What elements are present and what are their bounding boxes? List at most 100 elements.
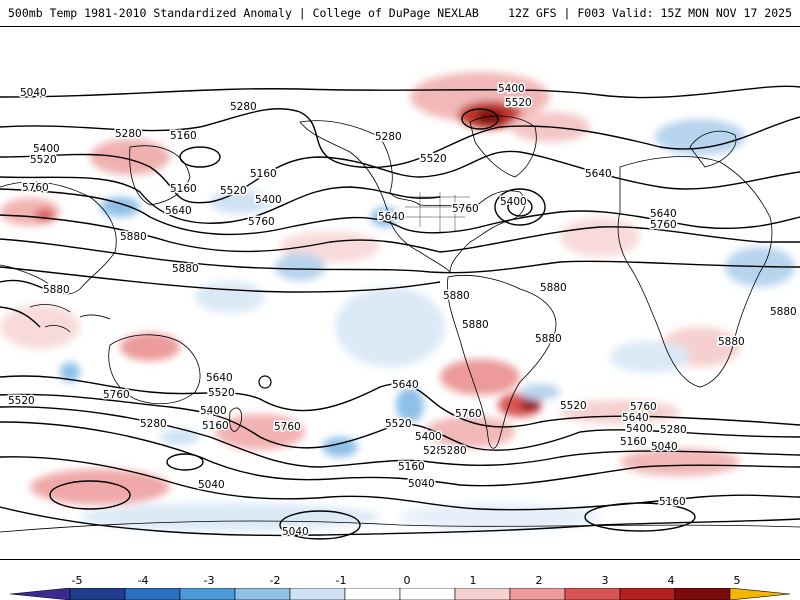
colorbar-segment [289, 588, 346, 600]
contour-label: 5520 [420, 153, 447, 165]
contour-label: 5160 [398, 461, 425, 473]
contour-label: 5520 [560, 400, 587, 412]
contour-label: 5760 [103, 389, 130, 401]
colorbar-tick-label: -2 [269, 574, 281, 587]
anomaly-map: 5040 5280 5160 5280 5400 5520 5160 5520 … [0, 26, 800, 560]
contour-label: 5640 [165, 205, 192, 217]
contour-label: 5640 [392, 379, 419, 391]
contour-label: 5760 [452, 203, 479, 215]
coast-south-america [447, 274, 557, 449]
contour-label: 5640 [650, 208, 677, 220]
contour-label: 5880 [443, 290, 470, 302]
contour-label: 5880 [462, 319, 489, 331]
contour-label: 5040 [198, 479, 225, 491]
colorbar [10, 588, 790, 600]
contour-label: 5880 [172, 263, 199, 275]
contour-label: 5400 [498, 83, 525, 95]
colorbar-segment [509, 588, 566, 600]
colorbar-segment [179, 588, 236, 600]
contour-label: 5520 [8, 395, 35, 407]
colorbar-tick-label: -5 [71, 574, 83, 587]
contour-label: 5280 [230, 101, 257, 113]
colorbar-segment [69, 588, 126, 600]
colorbar-tick-label: 0 [403, 574, 411, 587]
colorbar-segment [564, 588, 621, 600]
contour-label: 5520 [505, 97, 532, 109]
contour-label: 5160 [170, 183, 197, 195]
contour-label: 5640 [378, 211, 405, 223]
colorbar-segment [619, 588, 676, 600]
contour-label: 5040 [20, 87, 47, 99]
colorbar-segment [344, 588, 401, 600]
coast-europe-africa [617, 156, 773, 388]
contour-label: 5160 [250, 168, 277, 180]
colorbar-tick-label: -1 [335, 574, 347, 587]
contour-label: 5520 [385, 418, 412, 430]
contour-label: 5880 [770, 306, 797, 318]
contour-labels: 5040 5280 5160 5280 5400 5520 5160 5520 … [7, 82, 799, 540]
colorbar-tick-label: -3 [203, 574, 215, 587]
contour-label: 5760 [274, 421, 301, 433]
anomaly-shading [0, 72, 795, 531]
model-run-info: 12Z GFS | F003 Valid: 15Z MON NOV 17 202… [508, 6, 792, 20]
colorbar-low-extension [10, 588, 71, 600]
contour-label: 5520 [30, 154, 57, 166]
coastlines [0, 115, 800, 533]
contour-label: 5280 [375, 131, 402, 143]
contour-label: 5160 [620, 436, 647, 448]
contour-label: 5400 [33, 143, 60, 155]
height-contours [0, 85, 800, 540]
contour-label: 5880 [540, 282, 567, 294]
contour-label: 5280 [140, 418, 167, 430]
colorbar-tick-label: 2 [535, 574, 543, 587]
contour-label: 5880 [535, 333, 562, 345]
contour-label: 5640 [206, 372, 233, 384]
contour-label: 5880 [43, 284, 70, 296]
map-title: 500mb Temp 1981-2010 Standardized Anomal… [8, 6, 479, 20]
contour-label: 5520 [220, 185, 247, 197]
colorbar-segment [124, 588, 181, 600]
coast-greenland [469, 115, 537, 178]
coast-antarctica [0, 520, 800, 533]
colorbar-tick-label: 4 [667, 574, 675, 587]
coast-scandinavia [689, 130, 737, 168]
contour-label: 5400 [500, 196, 527, 208]
contour-label: 5280 [423, 445, 450, 457]
colorbar-tick-label: 3 [601, 574, 609, 587]
map-canvas: 5040 5280 5160 5280 5400 5520 5160 5520 … [0, 27, 800, 559]
contour-label: 5760 [248, 216, 275, 228]
coast-east-asia [129, 145, 191, 206]
colorbar-tick-label: 1 [469, 574, 477, 587]
contour-label: 5880 [718, 336, 745, 348]
colorbar-high-extension [729, 588, 790, 600]
contour-label: 5760 [650, 219, 677, 231]
colorbar-segment [454, 588, 511, 600]
colorbar-segment [399, 588, 456, 600]
contour-label: 5880 [120, 231, 147, 243]
coast-indonesia [29, 304, 111, 333]
contour-label: 5640 [622, 412, 649, 424]
contour-label: 5520 [208, 387, 235, 399]
contour-label: 5400 [626, 423, 653, 435]
contour-label: 5160 [659, 496, 686, 508]
contour-label: 5040 [651, 441, 678, 453]
contour-label: 5400 [415, 431, 442, 443]
contour-label: 5400 [200, 405, 227, 417]
colorbar-tick-label: 5 [733, 574, 741, 587]
contour-label: 5160 [202, 420, 229, 432]
contour-label: 5160 [170, 130, 197, 142]
contour-label: 5400 [255, 194, 282, 206]
contour-label: 5760 [22, 182, 49, 194]
contour-label: 5040 [408, 478, 435, 490]
contour-label: 5280 [660, 424, 687, 436]
contour-label: 5280 [115, 128, 142, 140]
contour-label: 5280 [440, 445, 467, 457]
colorbar-segment [234, 588, 291, 600]
contour-label: 5760 [630, 401, 657, 413]
contour-label: 5760 [455, 408, 482, 420]
colorbar-tick-label: -4 [137, 574, 149, 587]
contour-label: 5040 [282, 526, 309, 538]
colorbar-segment [674, 588, 731, 600]
contour-label: 5640 [585, 168, 612, 180]
coast-asia [0, 181, 117, 295]
